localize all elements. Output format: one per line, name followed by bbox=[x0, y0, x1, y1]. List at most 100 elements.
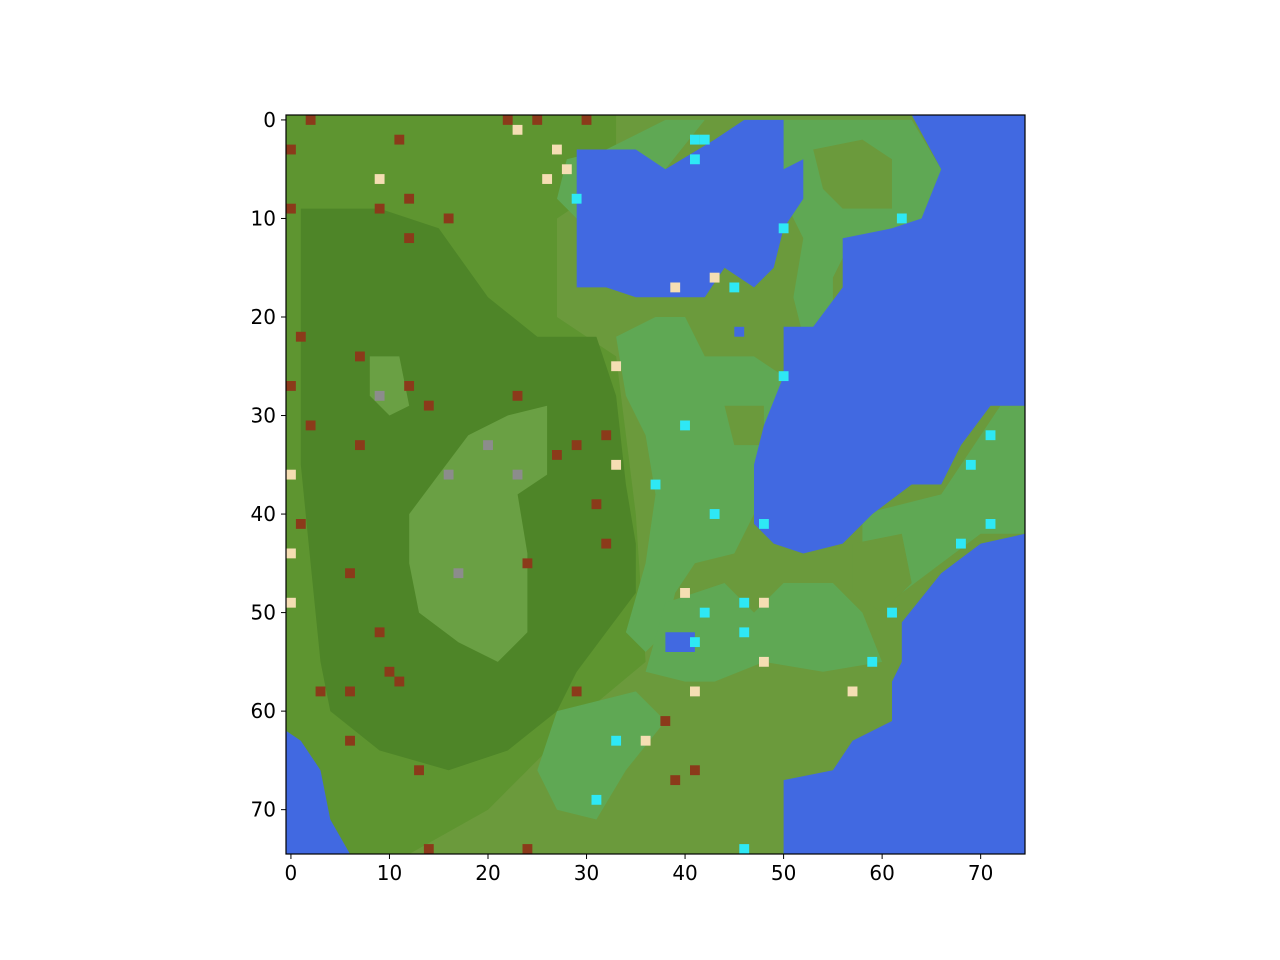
spring-marker bbox=[739, 597, 750, 608]
red-site-marker bbox=[355, 440, 365, 451]
water-bay-north bbox=[576, 119, 804, 298]
stone-marker bbox=[443, 469, 454, 480]
red-site-marker bbox=[355, 351, 365, 362]
settlement-marker bbox=[611, 459, 622, 470]
spring-marker bbox=[699, 607, 710, 618]
y-tick-label: 20 bbox=[251, 305, 276, 329]
spring-marker bbox=[729, 282, 740, 293]
red-site-marker bbox=[670, 775, 681, 786]
settlement-marker bbox=[561, 164, 572, 175]
settlement-marker bbox=[611, 361, 622, 372]
spring-marker bbox=[571, 193, 582, 204]
x-tick-label: 10 bbox=[377, 861, 402, 885]
settlement-marker bbox=[542, 174, 553, 184]
settlement-marker bbox=[286, 469, 296, 480]
grass-east bbox=[616, 317, 784, 652]
y-tick-label: 30 bbox=[251, 404, 276, 428]
y-tick-label: 40 bbox=[251, 502, 276, 526]
settlement-marker bbox=[759, 597, 769, 608]
spring-marker bbox=[680, 420, 690, 431]
y-tick-label: 10 bbox=[251, 206, 276, 230]
red-site-marker bbox=[404, 233, 415, 244]
spring-marker bbox=[739, 627, 750, 638]
spring-marker bbox=[611, 735, 622, 746]
stone-marker bbox=[483, 440, 493, 451]
red-site-marker bbox=[345, 735, 355, 746]
spring-marker bbox=[867, 656, 878, 667]
red-site-marker bbox=[571, 686, 582, 697]
spring-marker bbox=[759, 519, 769, 529]
stone-marker bbox=[512, 469, 523, 480]
red-site-marker bbox=[305, 115, 316, 125]
red-site-marker bbox=[601, 430, 612, 441]
red-site-marker bbox=[404, 381, 415, 391]
red-site-marker bbox=[601, 538, 612, 549]
red-site-marker bbox=[295, 519, 306, 529]
spring-marker bbox=[690, 134, 700, 145]
marker-layer bbox=[286, 115, 996, 854]
red-site-marker bbox=[581, 115, 592, 125]
axes-frame bbox=[285, 114, 1026, 855]
y-axis: 0 10 20 30 40 50 60 70 bbox=[251, 108, 286, 822]
red-site-marker bbox=[286, 144, 296, 155]
spring-marker bbox=[985, 430, 996, 441]
red-site-marker bbox=[286, 381, 296, 391]
x-tick-label: 60 bbox=[869, 861, 894, 885]
grass-southeast bbox=[645, 583, 883, 682]
red-site-marker bbox=[552, 450, 562, 460]
spring-marker bbox=[896, 213, 907, 224]
spring-marker bbox=[650, 479, 661, 490]
plains-e bbox=[852, 533, 912, 613]
spring-marker bbox=[739, 844, 750, 854]
red-site-marker bbox=[374, 203, 385, 214]
stone-marker bbox=[374, 390, 385, 401]
y-tick-label: 70 bbox=[251, 798, 276, 822]
spring-marker bbox=[965, 459, 976, 470]
settlement-marker bbox=[286, 597, 296, 608]
y-tick-label: 0 bbox=[263, 108, 276, 132]
red-site-marker bbox=[522, 844, 533, 854]
red-site-marker bbox=[384, 666, 395, 677]
red-site-marker bbox=[660, 716, 671, 726]
terrain-layer bbox=[286, 115, 1025, 854]
stone-marker bbox=[453, 568, 464, 579]
settlement-marker bbox=[847, 686, 858, 697]
x-tick-label: 40 bbox=[672, 861, 697, 885]
spring-marker bbox=[699, 134, 710, 145]
spring-marker bbox=[985, 519, 996, 529]
plains-mid bbox=[724, 405, 764, 446]
red-site-marker bbox=[532, 115, 543, 125]
red-site-marker bbox=[315, 686, 326, 697]
red-site-marker bbox=[345, 686, 355, 697]
spring-marker bbox=[591, 794, 602, 805]
x-tick-label: 30 bbox=[574, 861, 599, 885]
spring-marker bbox=[956, 538, 966, 549]
water-puddle bbox=[734, 326, 745, 337]
red-site-marker bbox=[394, 134, 405, 145]
settlement-marker bbox=[759, 656, 769, 667]
settlement-marker bbox=[680, 588, 690, 598]
settlement-marker bbox=[286, 548, 296, 559]
water-pond bbox=[665, 632, 695, 652]
settlement-marker bbox=[512, 124, 523, 135]
settlement-marker bbox=[552, 144, 562, 155]
red-site-marker bbox=[374, 627, 385, 638]
water-southwest bbox=[286, 730, 350, 854]
red-site-marker bbox=[404, 193, 415, 204]
red-site-marker bbox=[305, 420, 316, 431]
water-sea-southeast bbox=[783, 533, 1025, 854]
red-site-marker bbox=[394, 676, 405, 687]
red-site-marker bbox=[571, 440, 582, 451]
water-sea-east bbox=[754, 115, 1025, 554]
settlement-marker bbox=[709, 272, 720, 283]
spring-marker bbox=[690, 154, 700, 165]
red-site-marker bbox=[690, 765, 700, 776]
settlement-marker bbox=[670, 282, 681, 293]
red-site-marker bbox=[443, 213, 454, 224]
red-site-marker bbox=[286, 203, 296, 214]
red-site-marker bbox=[345, 568, 355, 579]
red-site-marker bbox=[414, 765, 424, 776]
x-tick-label: 20 bbox=[475, 861, 500, 885]
